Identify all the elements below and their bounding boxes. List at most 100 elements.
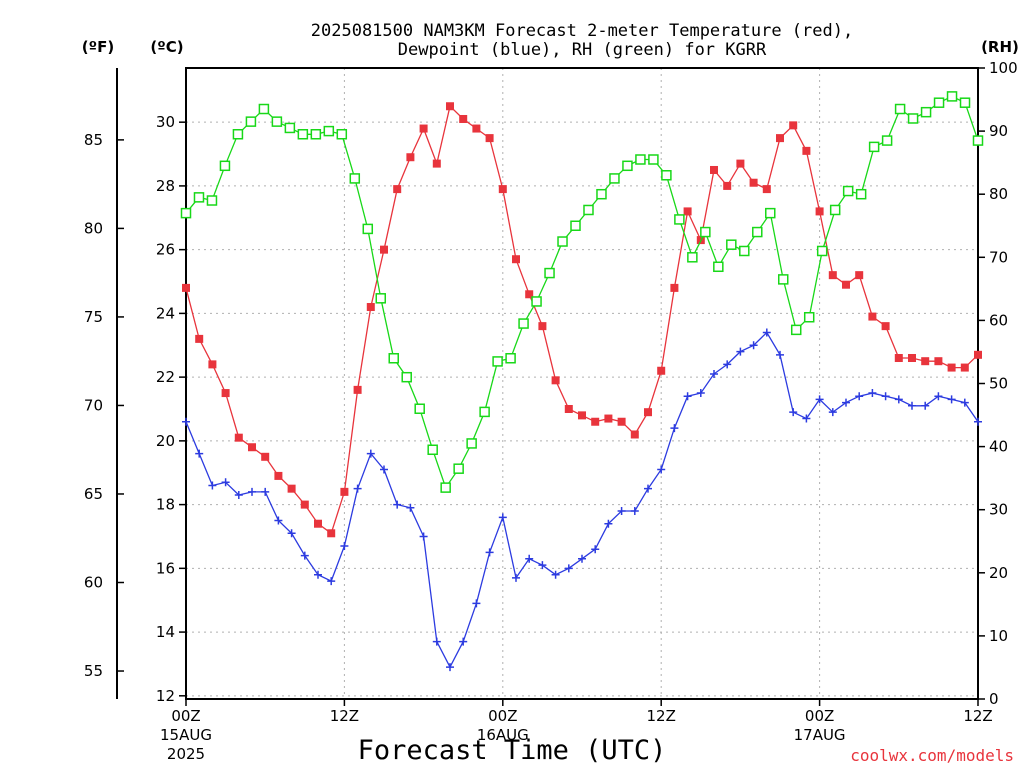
rh-point — [687, 252, 698, 263]
x-tick-label: 12Z — [330, 707, 359, 725]
temperature-line — [185, 104, 979, 535]
rh-point — [375, 293, 387, 304]
temperature-point — [340, 487, 349, 496]
temperature-point — [789, 121, 798, 130]
temperature-point — [710, 165, 718, 174]
celsius-tick-label: 30 — [156, 113, 175, 131]
dewpoint-point — [182, 417, 190, 426]
dewpoint-point — [762, 328, 771, 337]
rh-point — [816, 245, 828, 257]
dewpoint-point — [578, 554, 586, 563]
dewpoint-point — [881, 392, 890, 401]
dewpoint-point — [749, 341, 758, 350]
temperature-point — [366, 303, 375, 312]
dewpoint-point — [802, 414, 811, 423]
dewpoint-point — [195, 449, 204, 458]
dewpoint-point — [828, 408, 837, 417]
dewpoint-point — [512, 573, 520, 582]
x-date-label: 15AUG — [160, 726, 212, 744]
temperature-point — [406, 153, 415, 162]
temperature-point — [195, 334, 204, 343]
rh-point — [842, 185, 854, 197]
rh-tick-label: 30 — [989, 501, 1008, 519]
rh-axis-unit: (RH) — [981, 38, 1019, 56]
celsius-tick-label: 16 — [156, 559, 175, 577]
rh-point — [583, 204, 594, 216]
dewpoint-point — [366, 449, 375, 458]
dewpoint-point — [353, 484, 362, 493]
temperature-point — [855, 271, 864, 280]
rh-point — [765, 207, 776, 219]
dewpoint-point — [855, 392, 864, 401]
rh-point — [622, 160, 633, 172]
temperature-point — [432, 159, 441, 168]
dewpoint-point — [604, 519, 613, 528]
fahrenheit-tick-label: 65 — [84, 485, 103, 503]
dewpoint-point — [894, 395, 903, 404]
rh-point — [492, 356, 503, 367]
celsius-tick-label: 12 — [156, 687, 175, 705]
dewpoint-point — [696, 389, 705, 398]
rh-point — [868, 141, 880, 153]
rh-point — [310, 129, 322, 140]
temperature-point — [353, 385, 362, 394]
dewpoint-point — [789, 408, 798, 417]
rh-point — [362, 223, 374, 235]
chart-title-line-1: 2025081500 NAM3KM Forecast 2-meter Tempe… — [311, 21, 853, 41]
rh-point — [570, 220, 581, 231]
temperature-point — [314, 519, 322, 528]
temperature-point — [762, 185, 771, 194]
fahrenheit-tick-label: 55 — [84, 662, 103, 680]
temperature-point — [842, 280, 850, 289]
rh-point — [739, 245, 750, 257]
rh-point — [401, 371, 412, 383]
temperature-point — [419, 124, 428, 133]
fahrenheit-tick-label: 75 — [84, 308, 103, 326]
temperature-point — [525, 290, 534, 299]
temperature-point — [921, 357, 930, 366]
temperature-point — [881, 322, 890, 331]
temperature-point — [868, 312, 877, 321]
rh-point — [271, 116, 283, 127]
celsius-tick-label: 24 — [156, 304, 175, 322]
rh-point — [557, 236, 568, 247]
temperature-series — [182, 102, 982, 538]
rh-point — [232, 129, 244, 140]
grid-lines — [185, 68, 979, 699]
rh-point — [790, 324, 802, 336]
temperature-point — [578, 411, 586, 420]
temperature-point — [512, 255, 520, 264]
rh-point — [894, 103, 906, 115]
dewpoint-point — [776, 350, 784, 359]
dewpoint-point — [842, 398, 850, 407]
temperature-point — [393, 185, 402, 194]
rh-tick-label: 90 — [989, 122, 1008, 140]
dewpoint-point — [472, 599, 481, 608]
data-series — [180, 91, 984, 672]
temperature-point — [683, 207, 692, 216]
fahrenheit-tick-label: 70 — [84, 396, 103, 414]
dewpoint-point — [538, 561, 547, 570]
rh-point — [829, 204, 841, 216]
rh-point — [323, 125, 335, 137]
rh-tick-label: 70 — [989, 248, 1008, 266]
dewpoint-point — [815, 395, 824, 404]
temperature-point — [538, 322, 547, 331]
rh-point — [297, 129, 309, 140]
temperature-point — [828, 271, 837, 280]
dewpoint-point — [498, 513, 507, 522]
dewpoint-series — [182, 328, 982, 672]
rh-point — [803, 311, 815, 323]
rh-point — [466, 438, 477, 449]
dewpoint-point — [670, 424, 679, 433]
temperature-point — [644, 408, 652, 417]
dewpoint-point — [327, 577, 336, 586]
x-tick-label: 00Z — [805, 707, 834, 725]
temperature-point — [485, 134, 494, 143]
celsius-tick-label: 22 — [156, 368, 175, 386]
temperature-point — [498, 185, 507, 194]
rh-point — [920, 106, 932, 118]
temperature-point — [630, 430, 639, 439]
dewpoint-point — [248, 487, 256, 496]
dewpoint-line — [185, 331, 979, 669]
